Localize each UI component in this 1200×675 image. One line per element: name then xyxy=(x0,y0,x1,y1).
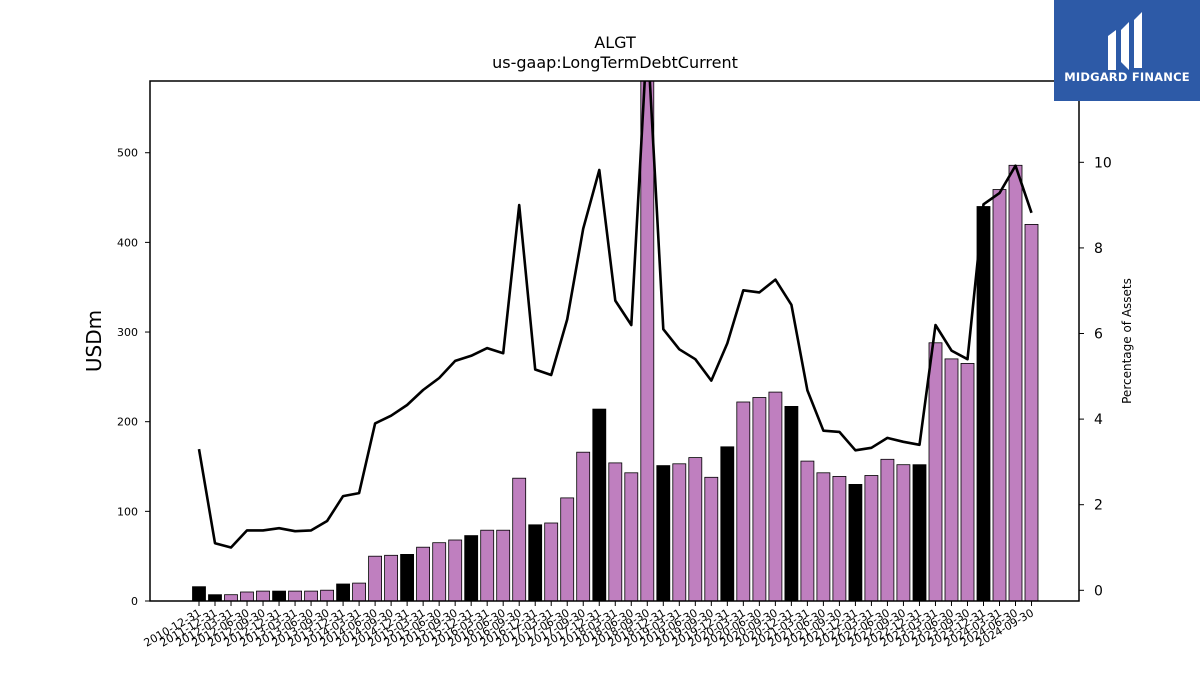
bar xyxy=(832,475,847,601)
bar xyxy=(656,465,671,601)
bar xyxy=(944,358,959,601)
bar-group xyxy=(192,81,1039,601)
bar xyxy=(768,391,783,601)
bar xyxy=(800,460,815,601)
bar xyxy=(512,477,527,601)
y2-tick-label: 2 xyxy=(1094,498,1103,514)
bar xyxy=(640,81,655,601)
y-tick-label: 100 xyxy=(117,505,138,518)
y-axis-left: 0 100 200 300 400 500 xyxy=(117,147,150,608)
y2-tick-label: 0 xyxy=(1094,583,1103,599)
bar xyxy=(624,472,639,601)
line-group xyxy=(197,81,1033,549)
bar xyxy=(1024,223,1039,601)
bar xyxy=(208,594,222,601)
percentage-line xyxy=(197,81,1033,549)
bar xyxy=(688,457,703,601)
y2-tick-label: 6 xyxy=(1094,327,1103,343)
bar xyxy=(416,546,431,601)
bar xyxy=(880,458,895,601)
bar xyxy=(752,397,767,601)
y-tick-label: 300 xyxy=(117,326,138,339)
bar xyxy=(560,497,575,601)
bar xyxy=(720,446,735,601)
bar xyxy=(464,535,479,601)
y-axis-right: 0 2 4 6 8 10 xyxy=(1079,155,1112,599)
bar xyxy=(288,590,303,601)
bar xyxy=(272,590,287,601)
bar xyxy=(336,583,351,601)
bar xyxy=(320,589,335,601)
bar xyxy=(992,189,1007,601)
bar xyxy=(448,539,463,601)
bar xyxy=(192,586,206,601)
bar xyxy=(912,464,927,601)
bar xyxy=(528,524,543,601)
bar xyxy=(240,591,254,601)
bar xyxy=(384,554,399,601)
bar xyxy=(976,206,991,601)
bar xyxy=(864,475,879,601)
bar xyxy=(576,451,591,601)
bar xyxy=(432,542,447,601)
bar xyxy=(896,464,911,601)
bar xyxy=(816,472,831,601)
bar xyxy=(224,594,238,601)
bar xyxy=(496,529,511,601)
bar xyxy=(480,529,495,601)
bar xyxy=(784,405,799,601)
bar xyxy=(672,463,687,601)
y-tick-label: 400 xyxy=(117,236,138,249)
y-tick-label: 0 xyxy=(131,595,138,608)
bar xyxy=(544,522,559,601)
bar xyxy=(960,362,975,601)
bar xyxy=(352,582,367,601)
bar xyxy=(608,462,623,601)
bar xyxy=(736,401,751,601)
logo: MIDGARD FINANCE xyxy=(1054,0,1200,101)
x-axis: 2010-12-312011-12-312012-03-312012-06-30… xyxy=(142,601,1036,650)
bar xyxy=(592,408,607,601)
plot-frame xyxy=(149,80,1080,602)
y2-axis-label: Percentage of Assets xyxy=(1120,278,1134,404)
bar xyxy=(400,554,415,601)
bar xyxy=(848,483,863,601)
bar xyxy=(304,590,319,601)
y-tick-label: 500 xyxy=(117,147,138,160)
y2-tick-label: 8 xyxy=(1094,241,1103,257)
y2-tick-label: 10 xyxy=(1094,155,1112,171)
bar xyxy=(704,476,719,601)
bar xyxy=(256,590,270,601)
y-axis-label: USDm xyxy=(82,310,106,372)
chart-subtitle: us-gaap:LongTermDebtCurrent xyxy=(492,53,738,72)
bar xyxy=(928,342,943,601)
logo-mark-icon xyxy=(1108,12,1142,70)
chart-title: ALGT xyxy=(594,33,636,52)
bar xyxy=(368,555,383,601)
y-tick-label: 200 xyxy=(117,416,138,429)
bar xyxy=(1008,164,1023,601)
logo-text: MIDGARD FINANCE xyxy=(1064,70,1190,84)
y2-tick-label: 4 xyxy=(1094,412,1103,428)
